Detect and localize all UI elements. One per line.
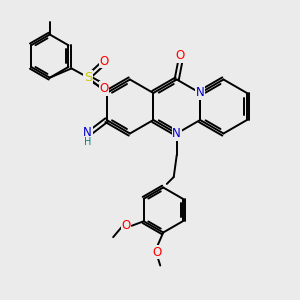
Text: O: O xyxy=(121,219,130,232)
Text: N: N xyxy=(172,127,181,140)
Text: O: O xyxy=(176,49,185,62)
Text: N: N xyxy=(83,126,92,139)
Text: O: O xyxy=(99,82,109,95)
Text: S: S xyxy=(84,71,92,84)
Text: N: N xyxy=(196,86,205,100)
Text: H: H xyxy=(84,136,92,147)
Text: O: O xyxy=(153,246,162,259)
Text: O: O xyxy=(99,55,109,68)
